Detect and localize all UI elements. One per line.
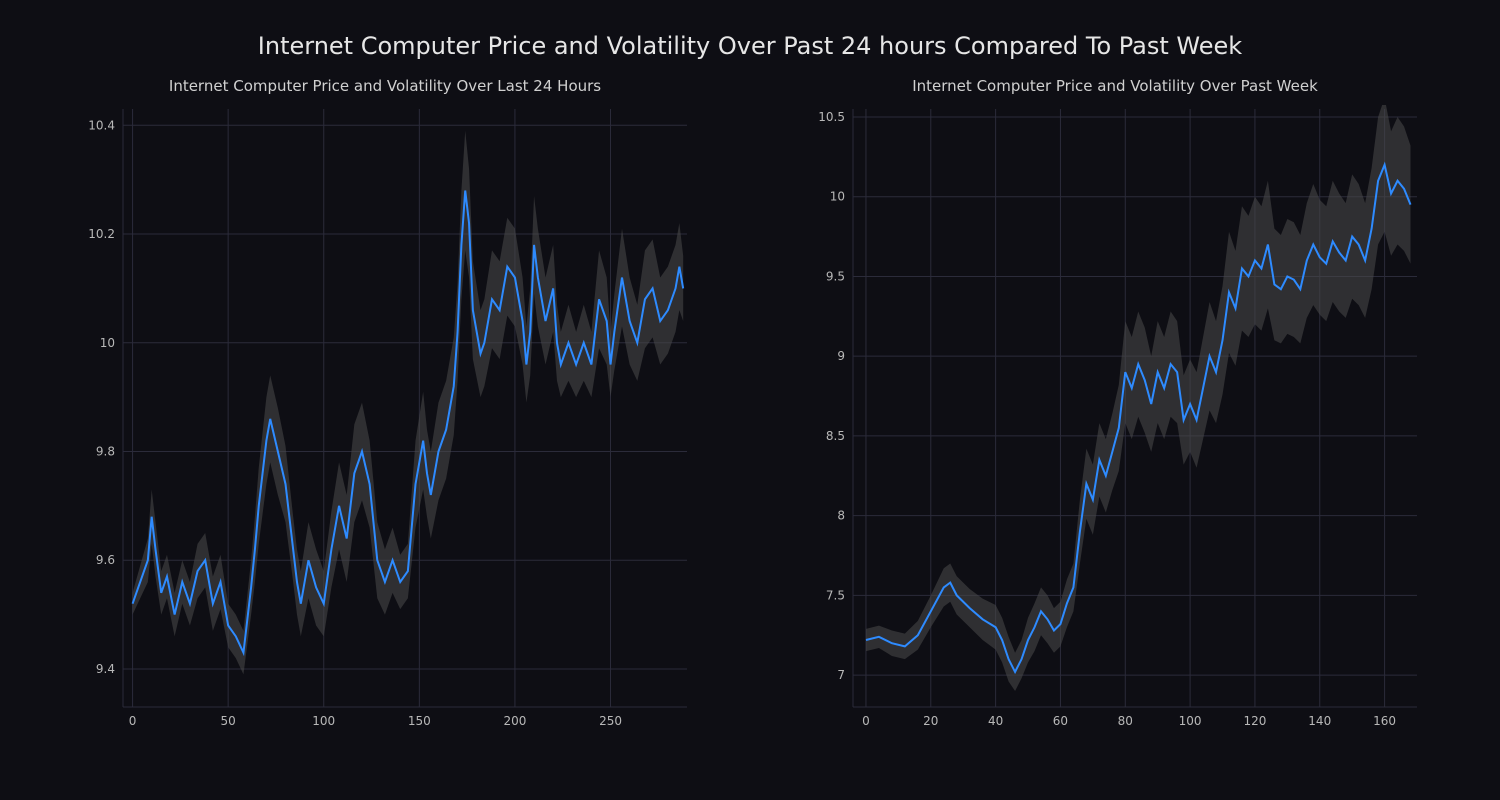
x-tick-label: 100 — [1179, 714, 1202, 728]
y-tick-label: 10 — [830, 190, 845, 204]
y-tick-label: 9.4 — [96, 662, 115, 676]
y-tick-label: 8.5 — [826, 429, 845, 443]
x-tick-label: 200 — [503, 714, 526, 728]
chart-24h-panel: Internet Computer Price and Volatility O… — [75, 105, 695, 735]
volatility-band — [133, 131, 684, 675]
x-tick-label: 140 — [1308, 714, 1331, 728]
x-tick-label: 60 — [1053, 714, 1068, 728]
y-tick-label: 7.5 — [826, 588, 845, 602]
x-tick-label: 50 — [221, 714, 236, 728]
y-tick-label: 10.2 — [88, 227, 115, 241]
chart-week-panel: Internet Computer Price and Volatility O… — [805, 105, 1425, 735]
x-tick-label: 100 — [312, 714, 335, 728]
x-tick-label: 40 — [988, 714, 1003, 728]
x-tick-label: 20 — [923, 714, 938, 728]
y-tick-label: 7 — [837, 668, 845, 682]
y-tick-label: 9.5 — [826, 269, 845, 283]
y-tick-label: 8 — [837, 509, 845, 523]
x-tick-label: 150 — [408, 714, 431, 728]
chart-week-svg: 0 20 40 60 80 100 120 140 160 7 7.5 8 8.5 9 9.5 10 10.5 — [805, 105, 1425, 735]
x-tick-label: 120 — [1243, 714, 1266, 728]
x-tick-label: 250 — [599, 714, 622, 728]
chart-24h-svg: 0 50 100 150 200 250 9.4 9.6 9.8 10 10.2 10.4 — [75, 105, 695, 735]
figure: Internet Computer Price and Volatility O… — [0, 0, 1500, 800]
y-tick-label: 9.8 — [96, 444, 115, 458]
figure-suptitle: Internet Computer Price and Volatility O… — [0, 32, 1500, 60]
y-tick-label: 10.4 — [88, 118, 115, 132]
x-tick-label: 80 — [1118, 714, 1133, 728]
x-tick-label: 160 — [1373, 714, 1396, 728]
chart-24h-title: Internet Computer Price and Volatility O… — [75, 77, 695, 95]
y-tick-label: 10 — [100, 336, 115, 350]
y-tick-label: 10.5 — [818, 110, 845, 124]
x-tick-label: 0 — [862, 714, 870, 728]
chart-week-title: Internet Computer Price and Volatility O… — [805, 77, 1425, 95]
y-tick-label: 9 — [837, 349, 845, 363]
y-tick-label: 9.6 — [96, 553, 115, 567]
volatility-band — [866, 105, 1411, 691]
x-tick-label: 0 — [129, 714, 137, 728]
